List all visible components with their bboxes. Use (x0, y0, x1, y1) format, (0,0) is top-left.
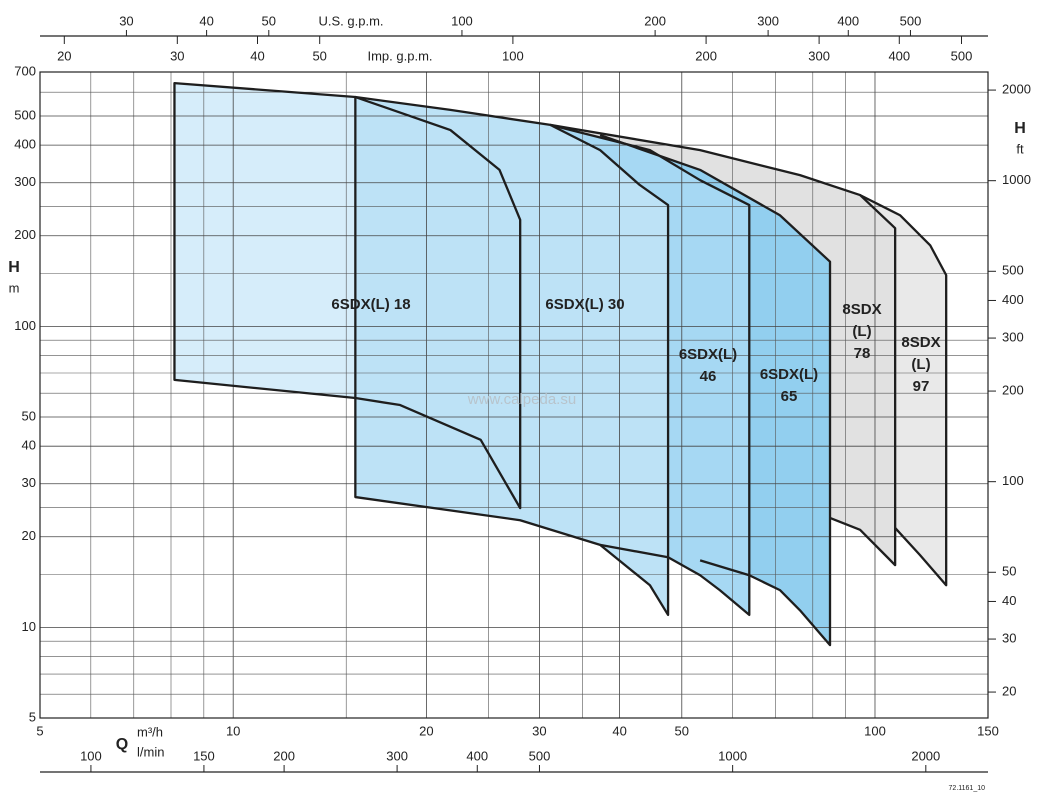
axis-unit: m³/h (137, 724, 163, 739)
axis-unit: ft (1016, 141, 1024, 156)
y2-tick-label: 1000 (1002, 172, 1031, 187)
y-tick-label: 400 (14, 137, 36, 152)
axis-title: Imp. g.p.m. (367, 48, 432, 63)
l-min-tick-label: 100 (80, 748, 102, 763)
region-label: 6SDX(L) (679, 346, 737, 363)
x-tick-label: 50 (675, 723, 689, 738)
imp-gpm-tick-label: 200 (695, 48, 717, 63)
region-label: 8SDX (901, 334, 940, 351)
pump-curve (550, 123, 897, 567)
us-gpm-tick-label: 100 (451, 13, 473, 28)
us-gpm-tick-label: 30 (119, 13, 133, 28)
pump-curve (550, 123, 751, 617)
y-tick-label: 10 (22, 619, 36, 634)
imp-gpm-tick-label: 300 (808, 48, 830, 63)
pump-curve (173, 81, 522, 510)
axis-symbol: Q (116, 736, 128, 753)
l-min-tick-label: 150 (193, 748, 215, 763)
y2-tick-label: 300 (1002, 330, 1024, 345)
y-tick-label: 50 (22, 408, 36, 423)
watermark: www.calpeda.su (467, 391, 576, 408)
imp-gpm-tick-label: 40 (250, 48, 264, 63)
pump-region (355, 97, 669, 615)
pump-curve (599, 134, 832, 647)
region-label: (L) (852, 323, 871, 340)
axis-title: U.S. g.p.m. (318, 13, 383, 28)
x-tick-label: 100 (864, 723, 886, 738)
us-gpm-tick-label: 500 (900, 13, 922, 28)
imp-gpm-tick-label: 50 (312, 48, 326, 63)
x-tick-label: 10 (226, 723, 240, 738)
l-min-tick-label: 1000 (718, 748, 747, 763)
us-gpm-tick-label: 200 (644, 13, 666, 28)
region-label: 6SDX(L) 30 (545, 296, 624, 313)
l-min-tick-label: 400 (466, 748, 488, 763)
y-tick-label: 40 (22, 438, 36, 453)
l-min-tick-label: 300 (386, 748, 408, 763)
x-tick-label: 150 (977, 723, 999, 738)
us-gpm-tick-label: 40 (199, 13, 213, 28)
us-gpm-tick-label: 50 (262, 13, 276, 28)
y2-tick-label: 200 (1002, 383, 1024, 398)
y2-tick-label: 2000 (1002, 82, 1031, 97)
y2-tick-label: 500 (1002, 263, 1024, 278)
pump-curve (859, 194, 948, 587)
y-tick-label: 500 (14, 107, 36, 122)
y-tick-label: 100 (14, 318, 36, 333)
region-label: (L) (911, 356, 930, 373)
imp-gpm-tick-label: 30 (170, 48, 184, 63)
imp-gpm-tick-label: 400 (888, 48, 910, 63)
y2-tick-label: 400 (1002, 292, 1024, 307)
axis-unit: l/min (137, 744, 164, 759)
region-label: 6SDX(L) 18 (331, 296, 410, 313)
l-min-tick-label: 2000 (911, 748, 940, 763)
region-label: 65 (781, 388, 798, 405)
plot-frame (39, 71, 989, 719)
y-tick-label: 20 (22, 528, 36, 543)
imp-gpm-tick-label: 500 (951, 48, 973, 63)
imp-gpm-tick-label: 100 (502, 48, 524, 63)
imp-gpm-tick-label: 20 (57, 48, 71, 63)
x-tick-label: 5 (36, 723, 43, 738)
y2-tick-label: 40 (1002, 593, 1016, 608)
axis-symbol: H (1014, 120, 1026, 137)
y-tick-label: 5 (29, 709, 36, 724)
figure-code: 72.1161_10 (949, 785, 986, 792)
region-label: 6SDX(L) (760, 366, 818, 383)
us-gpm-tick-label: 400 (837, 13, 859, 28)
us-gpm-tick-label: 300 (757, 13, 779, 28)
x-tick-label: 40 (612, 723, 626, 738)
y-tick-label: 200 (14, 227, 36, 242)
y2-tick-label: 50 (1002, 564, 1016, 579)
axis-symbol: H (8, 259, 20, 276)
y-tick-label: 30 (22, 475, 36, 490)
x-tick-label: 20 (419, 723, 433, 738)
l-min-tick-label: 200 (273, 748, 295, 763)
y2-tick-label: 20 (1002, 683, 1016, 698)
y-tick-label: 700 (14, 63, 36, 78)
y-tick-label: 300 (14, 174, 36, 189)
l-min-tick-label: 500 (529, 748, 551, 763)
region-label: 97 (913, 378, 930, 395)
y2-tick-label: 30 (1002, 630, 1016, 645)
y2-tick-label: 100 (1002, 473, 1024, 488)
region-label: 46 (700, 368, 717, 385)
pump-curve (354, 95, 670, 617)
region-label: 8SDX (842, 301, 881, 318)
label-backdrop (105, 724, 165, 764)
x-tick-label: 30 (532, 723, 546, 738)
region-label: 78 (854, 345, 871, 362)
axis-unit: m (9, 280, 20, 295)
